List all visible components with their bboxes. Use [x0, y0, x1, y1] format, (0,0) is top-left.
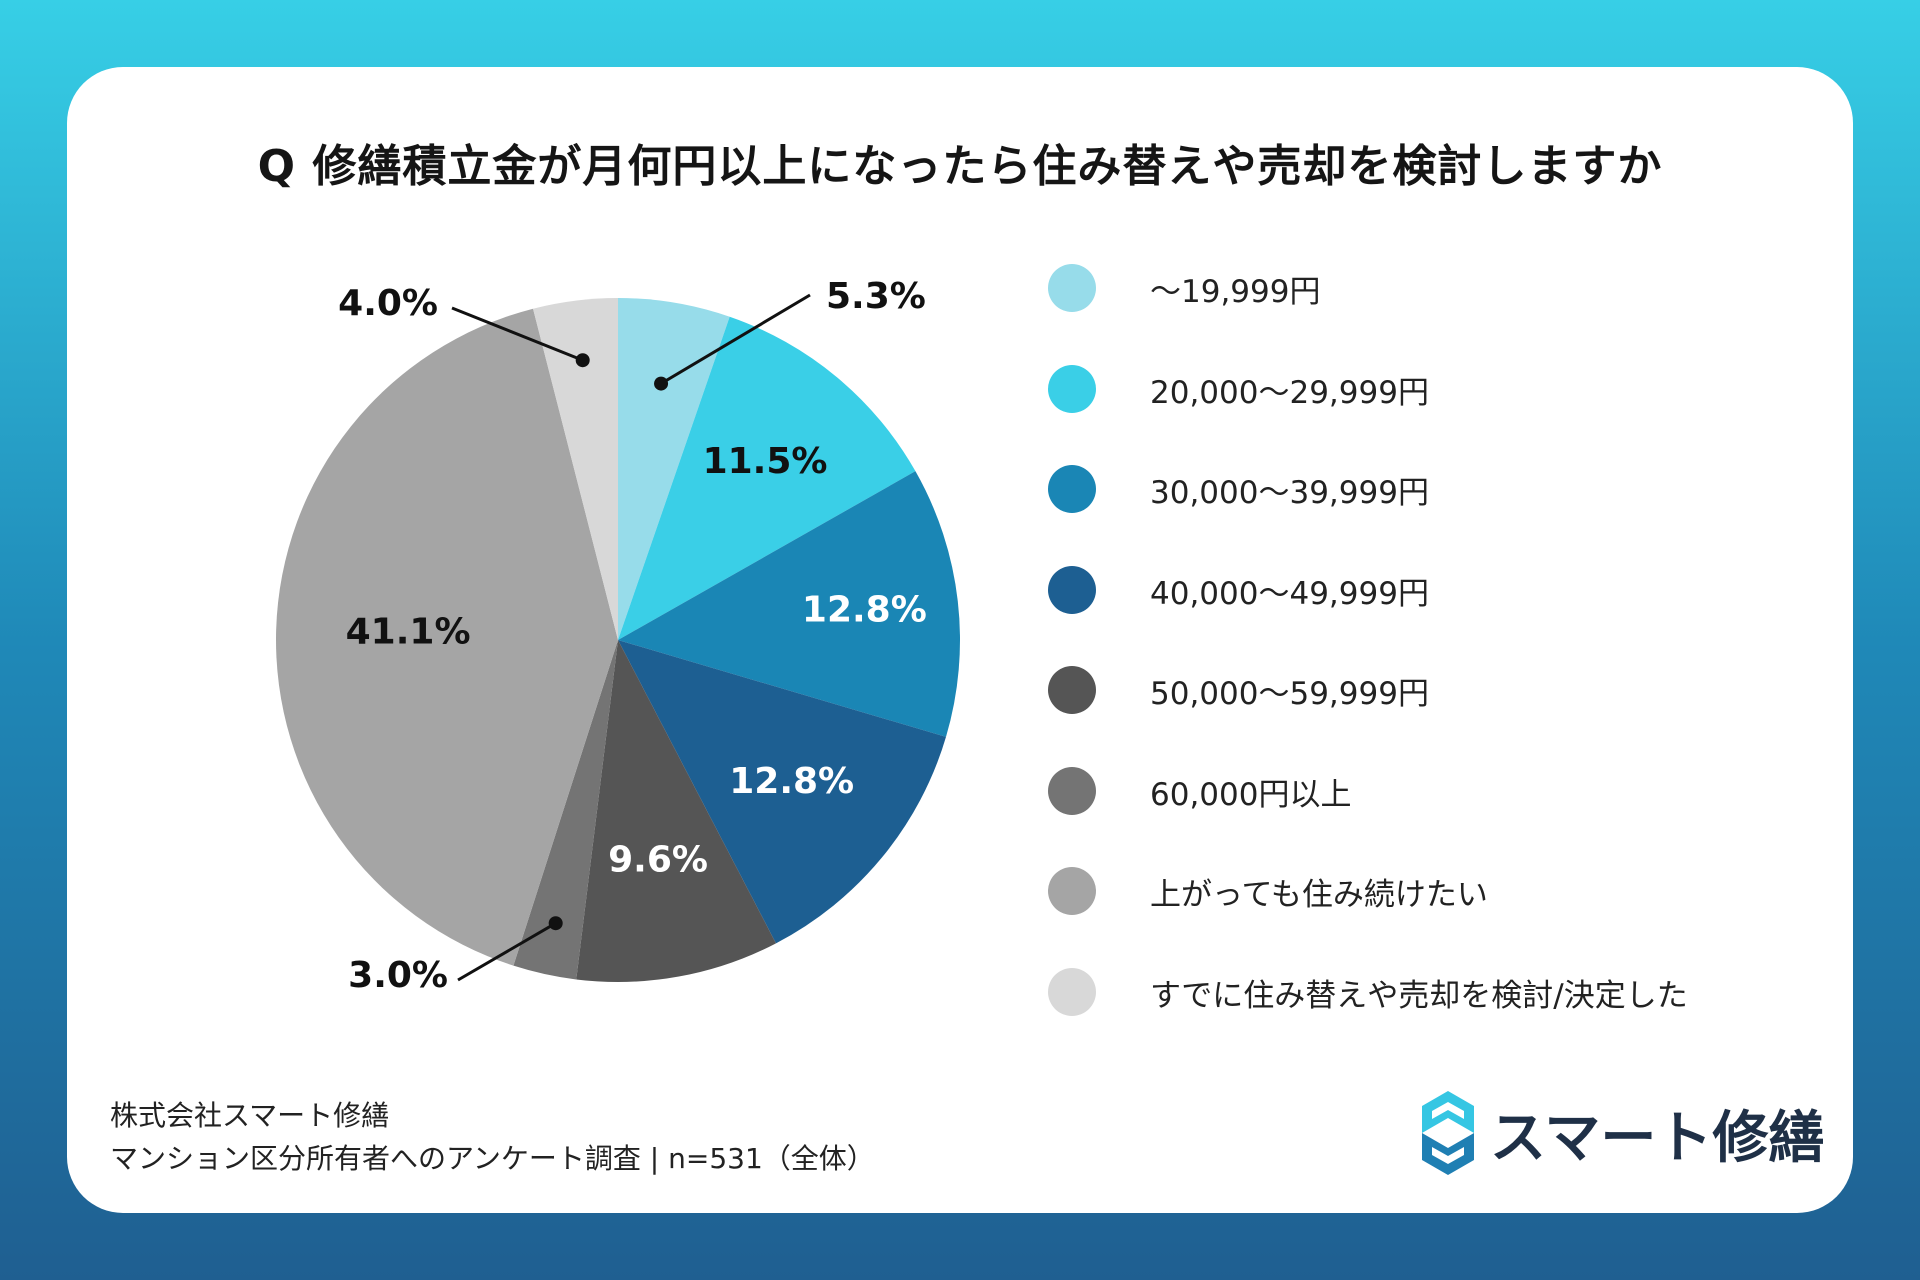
pie-slice: [618, 640, 946, 944]
legend-swatch: [1048, 767, 1096, 815]
footer-survey: マンション区分所有者へのアンケート調査 | n=531（全体）: [110, 1142, 875, 1175]
logo-top-part: [1422, 1091, 1474, 1133]
pie-slice: [618, 471, 960, 737]
slice-label: 3.0%: [348, 955, 448, 996]
legend-item: 50,000〜59,999円: [1048, 665, 1429, 715]
legend-swatch: [1048, 968, 1096, 1016]
legend-label: 50,000〜59,999円: [1150, 675, 1429, 712]
slice-label: 11.5%: [703, 441, 828, 482]
leader-dot: [654, 376, 669, 391]
slice-label: 12.8%: [729, 761, 854, 802]
logo-cutout-top: [1432, 1102, 1464, 1119]
legend-label: 30,000〜39,999円: [1150, 474, 1429, 511]
logo-bottom-part: [1422, 1133, 1474, 1175]
leader-dot: [548, 916, 563, 931]
pie-slice: [618, 316, 916, 640]
slice-label: 12.8%: [802, 590, 927, 631]
legend-label: 上がっても住み続けたい: [1150, 876, 1488, 913]
leader-line: [457, 921, 557, 982]
slice-label: 9.6%: [608, 839, 708, 880]
legend-swatch: [1048, 566, 1096, 614]
legend-item: すでに住み替えや売却を検討/決定した: [1048, 967, 1688, 1017]
logo-cutout-bottom: [1432, 1147, 1464, 1164]
legend-swatch: [1048, 465, 1096, 513]
legend-swatch: [1048, 264, 1096, 312]
legend-item: 60,000円以上: [1048, 766, 1351, 816]
legend-swatch: [1048, 666, 1096, 714]
legend-swatch: [1048, 867, 1096, 915]
slice-label: 5.3%: [826, 276, 926, 317]
chart-title: Q 修繕積立金が月何円以上になったら住み替えや売却を検討しますか: [257, 141, 1663, 192]
s-hexagon-logo-icon: [1422, 1091, 1474, 1175]
leader-dot: [575, 353, 590, 368]
legend-item: 20,000〜29,999円: [1048, 364, 1429, 414]
legend-label: 40,000〜49,999円: [1150, 575, 1429, 612]
leader-line: [660, 293, 811, 385]
legend-item: 40,000〜49,999円: [1048, 565, 1429, 615]
legend-label: 〜19,999円: [1150, 273, 1321, 310]
pie-slice: [533, 298, 618, 640]
legend-item: 30,000〜39,999円: [1048, 464, 1429, 514]
pie-slice: [618, 298, 730, 640]
pie-slice: [513, 640, 618, 980]
legend-item: 上がっても住み続けたい: [1048, 866, 1488, 916]
legend-item: 〜19,999円: [1048, 263, 1320, 313]
legend-swatch: [1048, 365, 1096, 413]
footer-company: 株式会社スマート修繕: [110, 1099, 390, 1132]
legend-label: 60,000円以上: [1150, 776, 1352, 813]
legend-label: 20,000〜29,999円: [1150, 374, 1429, 411]
legend-label: すでに住み替えや売却を検討/決定した: [1150, 977, 1688, 1014]
leader-line: [451, 306, 584, 362]
slice-label: 41.1%: [346, 612, 471, 653]
brand-logo: スマート修繕: [1418, 1085, 1824, 1181]
pie-slice: [275, 308, 618, 966]
pie-slice: [576, 640, 776, 983]
brand-name: スマート修繕: [1490, 1105, 1825, 1171]
slice-label: 4.0%: [338, 283, 438, 324]
